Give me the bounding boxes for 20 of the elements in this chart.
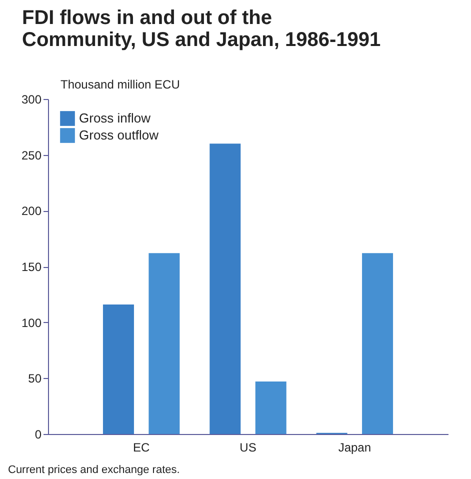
x-tick-label: EC [132, 440, 150, 454]
y-tick-label: 300 [21, 92, 42, 106]
y-tick-label: 200 [21, 204, 42, 218]
legend-label: Gross inflow [79, 110, 152, 126]
y-tick-label: 0 [34, 428, 42, 442]
bar [210, 144, 241, 434]
y-tick-label: 50 [28, 372, 42, 386]
bar [102, 304, 134, 434]
x-tick-label: US [240, 440, 256, 454]
legend-label: Gross outflow [79, 128, 160, 142]
bar [148, 253, 180, 434]
bar [362, 253, 394, 434]
y-tick-label: 100 [21, 316, 42, 330]
y-axis-title: Thousand million ECU [60, 78, 180, 92]
y-tick-label: 150 [21, 260, 42, 274]
text: Current prices and exchange rates. [8, 464, 180, 476]
x-tick-label: Japan [338, 440, 372, 454]
y-tick-label: 250 [21, 148, 42, 162]
chart-title: FDI flows in and out of the Community, US and Japan, 1986-1991 [22, 7, 381, 51]
bar [255, 382, 286, 434]
